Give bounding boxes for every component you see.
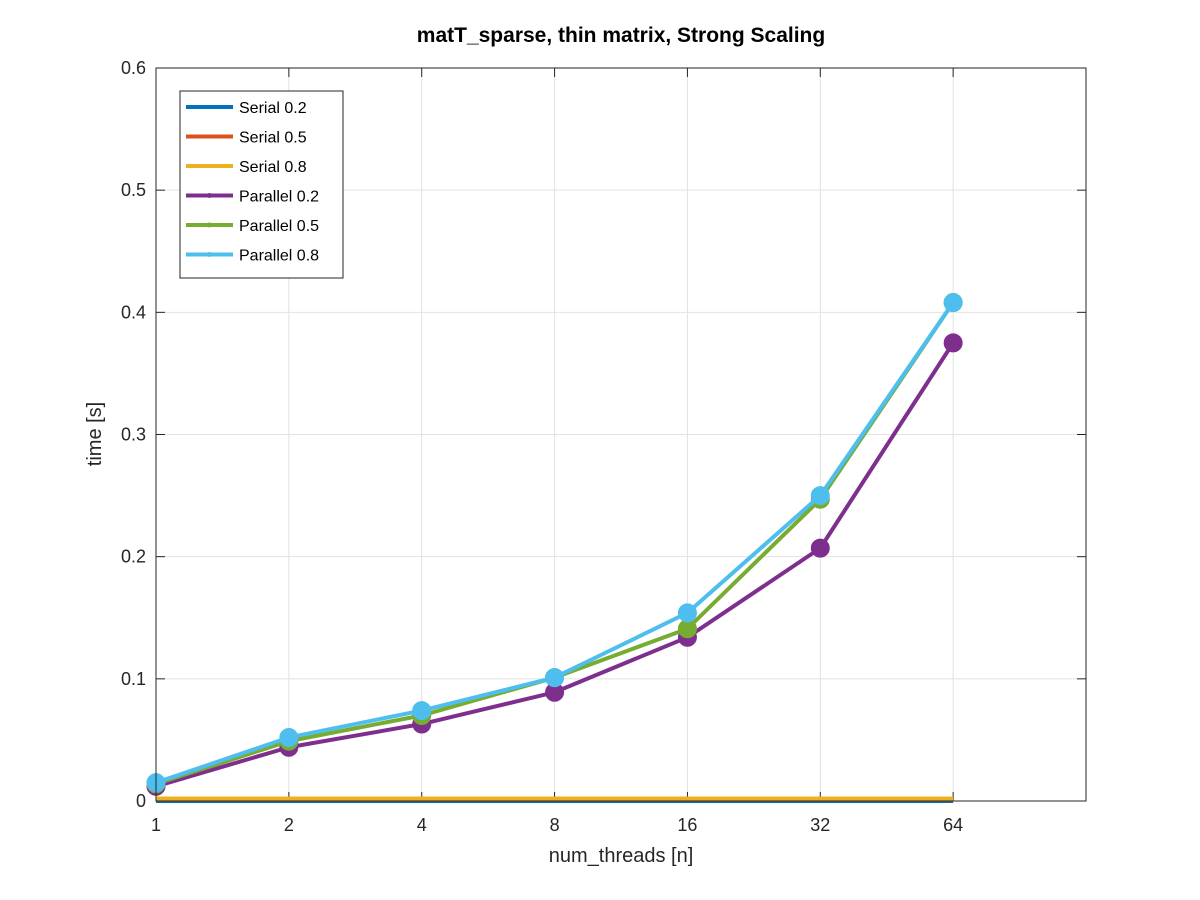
legend-label: Serial 0.5	[239, 130, 307, 147]
data-point	[810, 538, 830, 558]
data-point	[810, 486, 830, 506]
data-point	[943, 293, 963, 313]
y-tick-label: 0.6	[121, 58, 146, 78]
legend-marker	[207, 252, 212, 257]
x-tick-label: 4	[417, 815, 427, 835]
y-tick-label: 0.2	[121, 547, 146, 567]
legend: Serial 0.2 Serial 0.5 Serial 0.8 Parallel 0…	[179, 90, 344, 279]
data-point	[412, 701, 432, 721]
data-point	[677, 603, 697, 623]
legend-box	[179, 90, 344, 279]
data-point	[279, 727, 299, 747]
plot-frame	[155, 67, 1087, 802]
legend-marker	[207, 193, 212, 198]
legend-label: Parallel 0.8	[239, 248, 319, 265]
legend-entry: Parallel 0.5	[186, 218, 319, 235]
legend-entry: Parallel 0.8	[186, 248, 319, 265]
legend-label: Serial 0.8	[239, 159, 307, 176]
data-point	[943, 333, 963, 353]
legend-label: Serial 0.2	[239, 100, 307, 117]
legend-entry: Serial 0.5	[186, 130, 307, 147]
axes: 1 2 4 8 16 32 64 0 0.1 0.2 0.3 0.4 0.5 0.6	[121, 58, 1086, 835]
y-tick-label: 0.4	[121, 302, 146, 322]
x-tick-label: 1	[151, 815, 161, 835]
chart-title: matT_sparse, thin matrix, Strong Scaling	[417, 24, 825, 47]
legend-entry: Parallel 0.2	[186, 189, 319, 206]
x-tick-label: 8	[550, 815, 560, 835]
data-point	[545, 668, 565, 688]
x-tick-label: 32	[810, 815, 830, 835]
x-tick-label: 16	[677, 815, 697, 835]
x-tick-label: 64	[943, 815, 963, 835]
x-axis-label: num_threads [n]	[549, 845, 694, 867]
legend-label: Parallel 0.5	[239, 218, 319, 235]
y-axis-label: time [s]	[84, 402, 106, 466]
y-tick-label: 0.1	[121, 669, 146, 689]
series-layer	[146, 293, 963, 803]
legend-entry: Serial 0.8	[186, 159, 307, 176]
y-tick-label: 0	[136, 791, 146, 811]
x-tick-label: 2	[284, 815, 294, 835]
legend-label: Parallel 0.2	[239, 189, 319, 206]
legend-entry: Serial 0.2	[186, 100, 307, 117]
series-parallel-0-8	[146, 293, 963, 793]
data-point	[677, 619, 697, 639]
y-tick-label: 0.5	[121, 180, 146, 200]
y-tick-label: 0.3	[121, 425, 146, 445]
legend-marker	[207, 222, 212, 228]
